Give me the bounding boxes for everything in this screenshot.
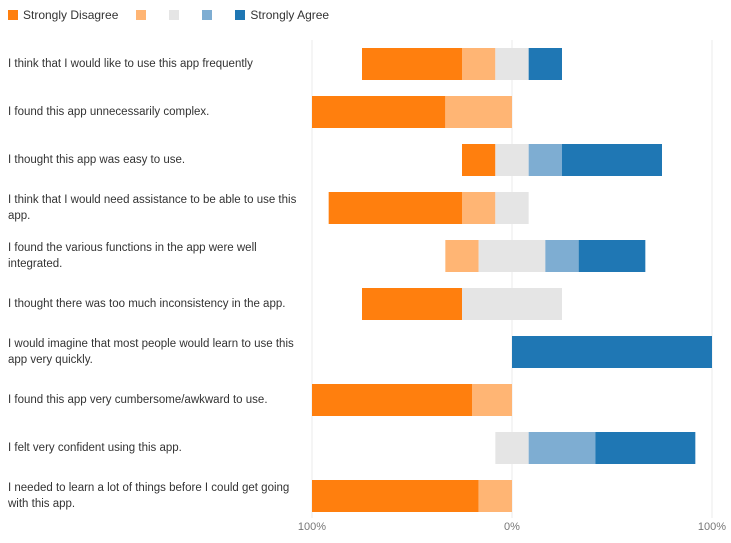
legend: Strongly Disagree Strongly Agree xyxy=(8,6,347,24)
question-label: I thought there was too much inconsisten… xyxy=(8,298,286,310)
legend-item: Strongly Disagree xyxy=(8,8,118,22)
legend-swatch xyxy=(202,10,213,20)
bar-segment xyxy=(495,48,529,80)
question-label: I found this app very cumbersome/awkward… xyxy=(8,394,268,406)
legend-swatch xyxy=(169,10,180,20)
x-tick-label: 0% xyxy=(504,521,520,533)
bar-segment xyxy=(478,240,546,272)
bar-segment xyxy=(312,96,446,128)
bar-segment xyxy=(362,48,462,80)
bar-segment xyxy=(495,192,529,224)
legend-label: Strongly Agree xyxy=(250,8,330,22)
bar-segment xyxy=(445,240,479,272)
bar-segment xyxy=(495,432,529,464)
bar-segment xyxy=(528,432,596,464)
bar-segment xyxy=(362,288,462,320)
bar-segment xyxy=(328,192,462,224)
question-label: I would imagine that most people would l… xyxy=(8,338,294,366)
bar-segment xyxy=(528,48,562,80)
question-label: I thought this app was easy to use. xyxy=(8,154,186,166)
bar-segment xyxy=(472,384,512,416)
legend-swatch xyxy=(235,10,246,20)
bar-segment xyxy=(462,192,496,224)
bar-segment xyxy=(528,144,562,176)
legend-item xyxy=(202,10,217,20)
question-label: I think that I would like to use this ap… xyxy=(8,58,253,70)
legend-label: Strongly Disagree xyxy=(23,8,119,22)
bar-segment xyxy=(495,144,529,176)
x-tick-label: 100% xyxy=(298,521,326,533)
legend-item xyxy=(169,10,184,20)
bar-segment xyxy=(312,384,472,416)
question-label: I needed to learn a lot of things before… xyxy=(8,482,290,510)
bar-segment xyxy=(545,240,579,272)
question-label: I found this app unnecessarily complex. xyxy=(8,106,210,118)
legend-item: Strongly Agree xyxy=(235,8,329,22)
bar-segment xyxy=(578,240,646,272)
question-label: I felt very confident using this app. xyxy=(8,442,182,454)
bar-segment xyxy=(462,288,562,320)
question-label: I found the various functions in the app… xyxy=(8,242,257,270)
bar-segment xyxy=(462,144,496,176)
bar-segment xyxy=(595,432,696,464)
x-tick-label: 100% xyxy=(698,521,726,533)
legend-swatch xyxy=(8,10,18,20)
bar-segment xyxy=(445,96,512,128)
bar-segment xyxy=(512,336,712,368)
bar-segment xyxy=(312,480,479,512)
legend-item xyxy=(136,10,151,20)
question-label: I think that I would need assistance to … xyxy=(8,194,297,222)
bar-segment xyxy=(478,480,512,512)
bar-segment xyxy=(562,144,662,176)
legend-swatch xyxy=(136,10,147,20)
bar-segment xyxy=(462,48,496,80)
